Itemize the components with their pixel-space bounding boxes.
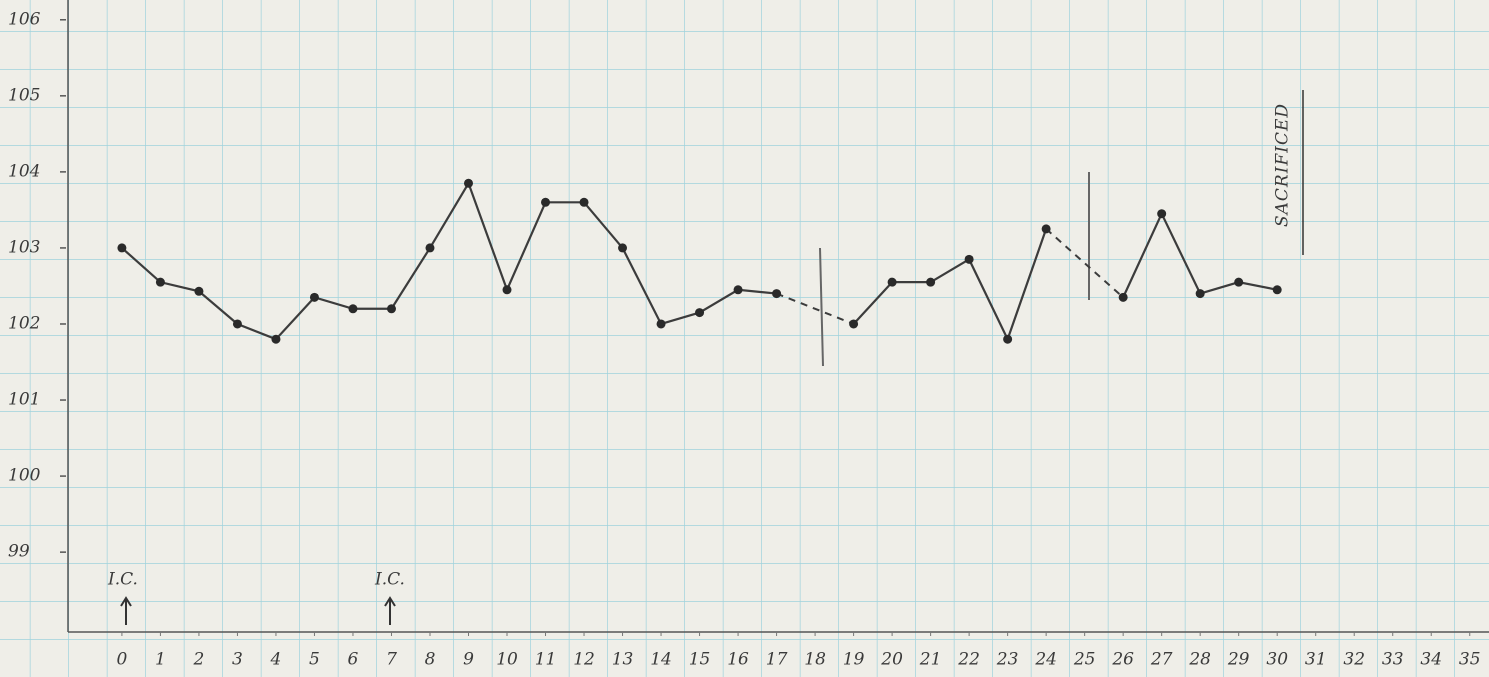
point (926, 277, 936, 287)
x-tick-label: 11 (535, 650, 557, 670)
point (1118, 292, 1128, 302)
point (232, 319, 242, 329)
point (656, 319, 666, 329)
point (502, 285, 512, 295)
x-tick-label: 24 (1034, 650, 1057, 670)
point (271, 334, 281, 344)
x-tick-label: 33 (1382, 650, 1404, 670)
point (1041, 224, 1051, 234)
x-tick-label: 4 (270, 650, 282, 670)
y-tick-label: 104 (8, 161, 40, 181)
x-tick-label: 35 (1459, 650, 1481, 670)
point (772, 289, 782, 299)
y-tick-label: 102 (8, 313, 40, 333)
x-tick-label: 23 (996, 650, 1019, 670)
annotation: I.C. (107, 570, 138, 590)
point (386, 304, 396, 314)
x-tick-label: 2 (193, 650, 205, 670)
x-tick-label: 7 (386, 650, 397, 670)
x-tick-label: 13 (612, 650, 634, 670)
point (1157, 209, 1167, 219)
y-tick-label: 106 (8, 9, 41, 29)
y-tick-label: 101 (8, 390, 40, 410)
x-tick-label: 25 (1073, 650, 1096, 670)
x-tick-label: 27 (1150, 650, 1173, 670)
point (309, 292, 319, 302)
point (348, 304, 358, 314)
x-tick-label: 29 (1227, 650, 1250, 670)
point (579, 197, 589, 207)
point (1234, 277, 1244, 287)
x-tick-label: 22 (957, 650, 980, 670)
x-tick-label: 10 (496, 650, 518, 670)
x-tick-label: 26 (1111, 650, 1134, 670)
x-tick-label: 9 (463, 650, 474, 670)
y-tick-label: 103 (8, 237, 40, 257)
point (541, 197, 551, 207)
point (155, 277, 165, 287)
x-tick-label: 20 (880, 650, 903, 670)
x-tick-label: 0 (116, 650, 127, 670)
x-tick-label: 15 (689, 650, 711, 670)
point (964, 254, 974, 264)
point (117, 243, 127, 253)
point (425, 243, 435, 253)
point (695, 308, 705, 318)
x-tick-label: 6 (348, 650, 359, 670)
y-tick-label: 99 (8, 542, 30, 562)
gap-connector (776, 292, 854, 325)
x-tick-label: 19 (843, 650, 865, 670)
x-tick-label: 16 (727, 650, 749, 670)
x-tick-label: 3 (232, 650, 243, 670)
x-tick-label: 18 (804, 650, 826, 670)
point (887, 277, 897, 287)
point (1003, 334, 1013, 344)
arrow (120, 596, 132, 625)
x-tick-label: 14 (650, 650, 672, 670)
annotation: I.C. (374, 570, 405, 590)
x-tick-label: 8 (425, 650, 436, 670)
x-tick-label: 32 (1343, 650, 1365, 670)
arrow (384, 596, 396, 625)
point (463, 178, 473, 188)
x-tick-label: 34 (1420, 650, 1442, 670)
y-tick-label: 100 (8, 466, 41, 486)
x-tick-label: 17 (766, 650, 788, 670)
point (1195, 289, 1205, 299)
y-tick-label: 105 (8, 85, 40, 105)
point (733, 285, 743, 295)
point (194, 286, 204, 296)
x-tick-label: 5 (309, 650, 320, 670)
x-tick-label: 1 (155, 650, 166, 670)
x-tick-label: 21 (919, 650, 942, 670)
x-tick-label: 12 (573, 650, 595, 670)
divider (819, 247, 824, 367)
x-tick-label: 28 (1188, 650, 1211, 670)
point (1272, 285, 1282, 295)
x-tick-label: 30 (1266, 650, 1288, 670)
annotation: SACRIFICED (1273, 103, 1293, 227)
gap-connector (1045, 228, 1124, 299)
point (849, 319, 859, 329)
x-tick-label: 31 (1305, 650, 1327, 670)
point (618, 243, 628, 253)
